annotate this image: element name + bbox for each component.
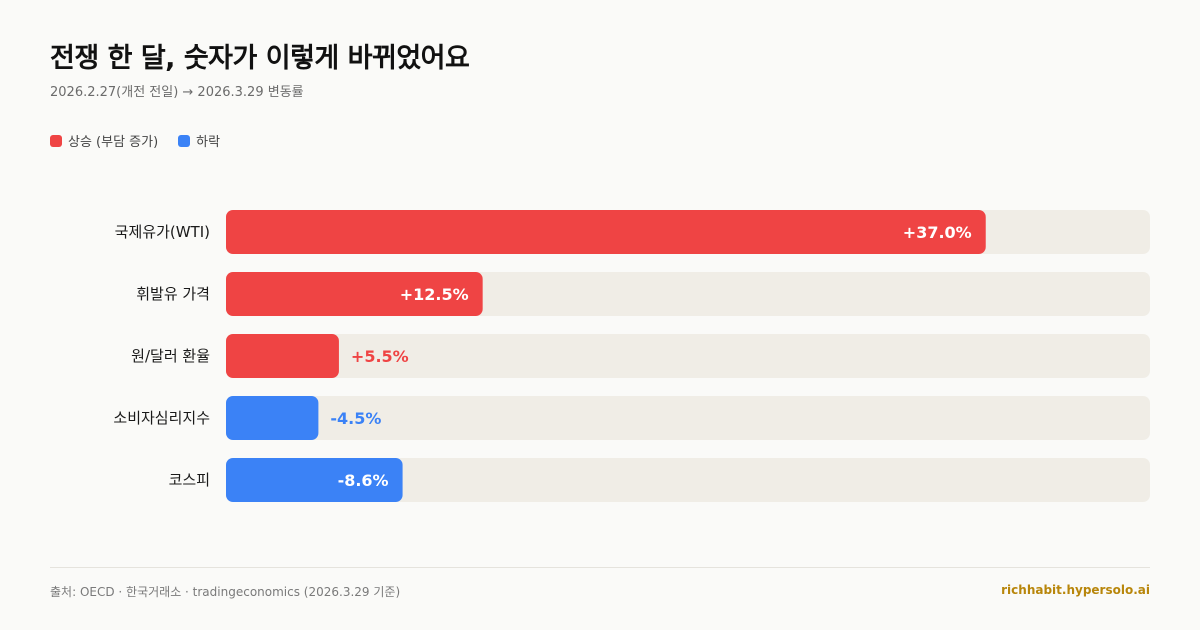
legend-label-up: 상승 (부담 증가) — [68, 135, 159, 150]
bar — [226, 210, 986, 254]
page-title: 전쟁 한 달, 숫자가 이렇게 바뀌었어요 — [50, 43, 470, 74]
footer-brand-link[interactable]: richhabit.hypersolo.ai — [1001, 583, 1150, 597]
category-label: 국제유가(WTI) — [115, 223, 210, 241]
bar — [226, 458, 403, 502]
page-subtitle: 2026.2.27(개전 전일) → 2026.3.29 변동률 — [50, 85, 304, 100]
value-label: +37.0% — [903, 223, 972, 242]
bar-track — [226, 458, 1150, 502]
legend-swatch-up — [50, 134, 62, 147]
category-label: 코스피 — [169, 471, 210, 489]
legend-label-down: 하락 — [196, 135, 221, 150]
bar — [226, 272, 483, 316]
legend-item-up: 상승 (부담 증가) — [50, 131, 158, 150]
category-label: 소비자심리지수 — [113, 409, 210, 427]
footer-source: 출처: OECD · 한국거래소 · tradingeconomics (202… — [50, 585, 401, 599]
bar-chart: 국제유가(WTI) +37.0% 휘발유 가격 +12.5% 원/달러 환율 +5.5% 소… — [113, 210, 1150, 502]
value-label: -8.6% — [338, 471, 389, 490]
bar-track — [226, 334, 1150, 378]
value-label: -4.5% — [330, 409, 381, 428]
legend: 상승 (부담 증가) 하락 — [50, 131, 240, 150]
bar-track — [226, 396, 1150, 440]
category-label: 휘발유 가격 — [136, 285, 210, 303]
legend-swatch-down — [178, 134, 191, 147]
legend-item-down: 하락 — [178, 131, 220, 150]
value-label: +12.5% — [400, 285, 469, 304]
category-label: 원/달러 환율 — [131, 347, 210, 365]
footer-divider — [50, 567, 1150, 568]
bar — [226, 334, 339, 378]
bar — [226, 396, 319, 440]
value-label: +5.5% — [351, 347, 409, 366]
